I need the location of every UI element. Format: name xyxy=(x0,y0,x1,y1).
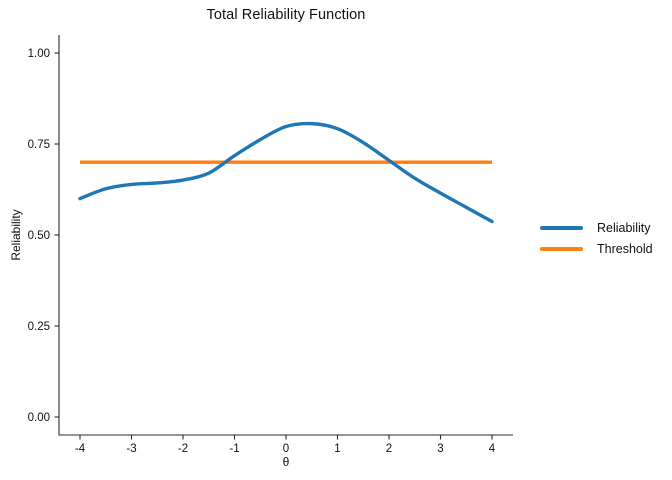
reliability-line xyxy=(78,121,494,224)
y-tick-label: 0.50 xyxy=(28,230,50,242)
chart-title: Total Reliability Function xyxy=(206,7,366,23)
legend-label-reliability: Reliability xyxy=(597,220,651,235)
x-tick-label: 1 xyxy=(334,443,340,455)
legend: Reliability Threshold xyxy=(540,217,653,259)
threshold-line-swatch xyxy=(540,246,583,251)
y-tick-label: 0.75 xyxy=(28,139,50,151)
legend-item-reliability: Reliability xyxy=(540,217,653,238)
x-tick-label: -2 xyxy=(178,443,188,455)
y-tick-label: 0.00 xyxy=(28,412,50,424)
reliability-line-swatch xyxy=(540,225,583,230)
y-tick-label: 1.00 xyxy=(28,48,50,60)
legend-label-threshold: Threshold xyxy=(597,241,653,256)
x-tick-label: 2 xyxy=(386,443,392,455)
x-tick-label: -4 xyxy=(75,443,86,455)
x-tick-label: 4 xyxy=(489,443,496,455)
legend-item-threshold: Threshold xyxy=(540,238,653,259)
x-axis-title: θ xyxy=(282,455,290,469)
x-tick-label: 3 xyxy=(437,443,443,455)
x-tick-label: -1 xyxy=(229,443,239,455)
y-tick-label: 0.25 xyxy=(28,321,50,333)
x-tick-label: -3 xyxy=(126,443,136,455)
x-tick-label: 0 xyxy=(283,443,289,455)
